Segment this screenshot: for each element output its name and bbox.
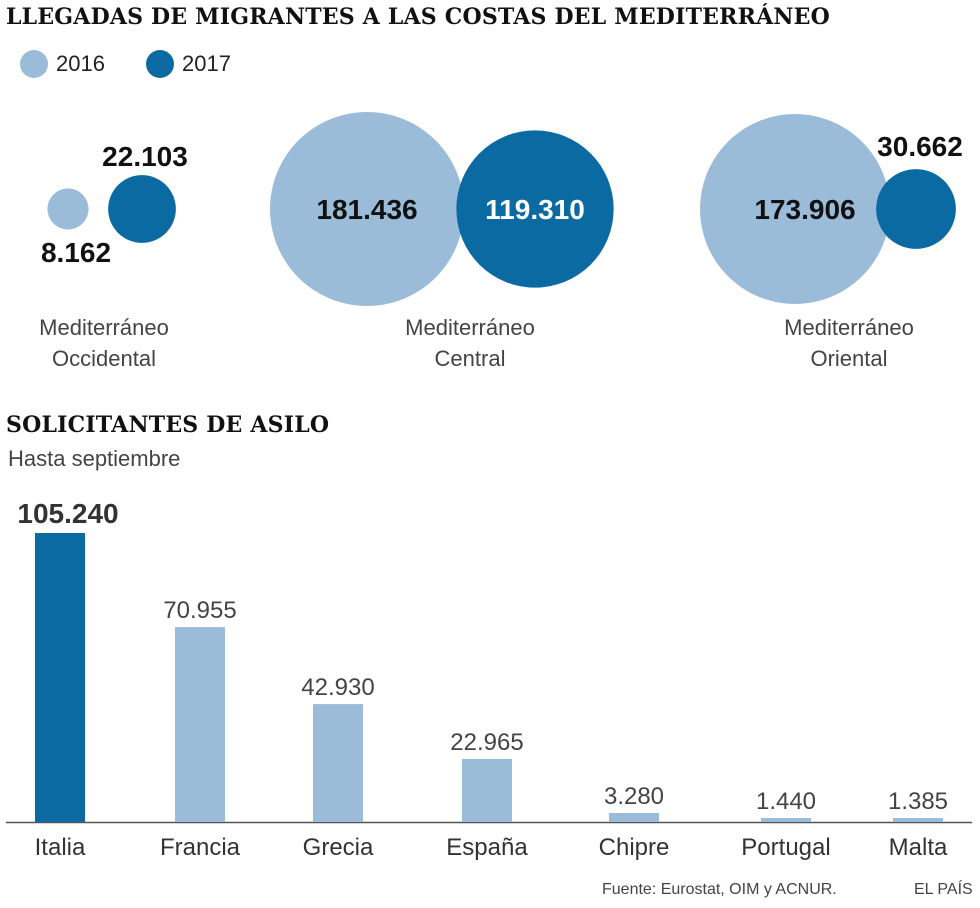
legend-swatch-2016 xyxy=(20,50,48,78)
chart-title-arrivals: LLEGADAS DE MIGRANTES A LAS COSTAS DEL M… xyxy=(6,4,830,30)
bar-0 xyxy=(35,533,85,822)
legend-label-2017: 2017 xyxy=(182,51,231,76)
bubble-value-2017-2: 30.662 xyxy=(877,131,963,162)
region-name-2: Mediterráneo xyxy=(784,315,914,340)
legend-item-2017: 2017 xyxy=(146,50,231,78)
bubble-value-2016-2: 173.906 xyxy=(754,194,855,225)
bubble-value-2017-0: 22.103 xyxy=(102,141,188,172)
bubble-2016-0 xyxy=(47,188,89,230)
brand-credit: EL PAÍS xyxy=(914,881,973,898)
bar-value-label-3: 22.965 xyxy=(450,729,523,756)
bar-6 xyxy=(893,818,943,822)
bubble-2016-2 xyxy=(700,114,890,304)
bar-category-label-1: Francia xyxy=(160,834,241,861)
region-name-0: Mediterráneo xyxy=(39,315,169,340)
source-note: Fuente: Eurostat, OIM y ACNUR. xyxy=(602,881,837,898)
bar-value-label-1: 70.955 xyxy=(163,597,236,624)
legend-label-2016: 2016 xyxy=(56,51,105,76)
region-name-1: Mediterráneo xyxy=(405,315,535,340)
bar-4 xyxy=(609,812,659,822)
bar-category-label-6: Malta xyxy=(889,834,948,861)
bubble-chart: 8.162 22.103 Mediterráneo Occidental 181.436… xyxy=(39,112,963,371)
region-subname-1: Central xyxy=(435,346,506,371)
bar-category-label-4: Chipre xyxy=(599,834,670,861)
bar-value-label-0: 105.240 xyxy=(17,498,118,529)
bar-1 xyxy=(175,627,225,822)
bar-3 xyxy=(462,758,512,822)
legend-swatch-2017 xyxy=(146,50,174,78)
bar-chart: 105.240 Italia 70.955 Francia 42.930 Grecia 22… xyxy=(6,498,972,861)
bar-2 xyxy=(313,704,363,822)
bubble-value-2016-1: 181.436 xyxy=(316,194,417,225)
bar-value-label-2: 42.930 xyxy=(301,674,374,701)
bubble-2017-0 xyxy=(108,175,176,243)
bar-category-label-5: Portugal xyxy=(741,834,830,861)
chart-subtitle-asylum: Hasta septiembre xyxy=(8,446,181,471)
region-subname-2: Oriental xyxy=(810,346,887,371)
bar-5 xyxy=(761,818,811,822)
bubble-value-2017-1: 119.310 xyxy=(485,194,585,225)
legend-item-2016: 2016 xyxy=(20,50,105,78)
bubble-2016-1 xyxy=(270,112,464,306)
region-subname-0: Occidental xyxy=(52,346,156,371)
bar-category-label-0: Italia xyxy=(35,834,86,861)
chart-title-asylum: SOLICITANTES DE ASILO xyxy=(6,412,330,438)
bar-value-label-6: 1.385 xyxy=(888,788,948,815)
bar-category-label-3: España xyxy=(446,834,528,861)
bubble-2017-2 xyxy=(876,169,956,249)
bar-category-label-2: Grecia xyxy=(303,834,374,861)
bar-value-label-5: 1.440 xyxy=(756,788,816,815)
bar-value-label-4: 3.280 xyxy=(604,783,664,810)
bubble-2017-1 xyxy=(456,130,614,288)
bubble-value-2016-0: 8.162 xyxy=(41,237,111,268)
